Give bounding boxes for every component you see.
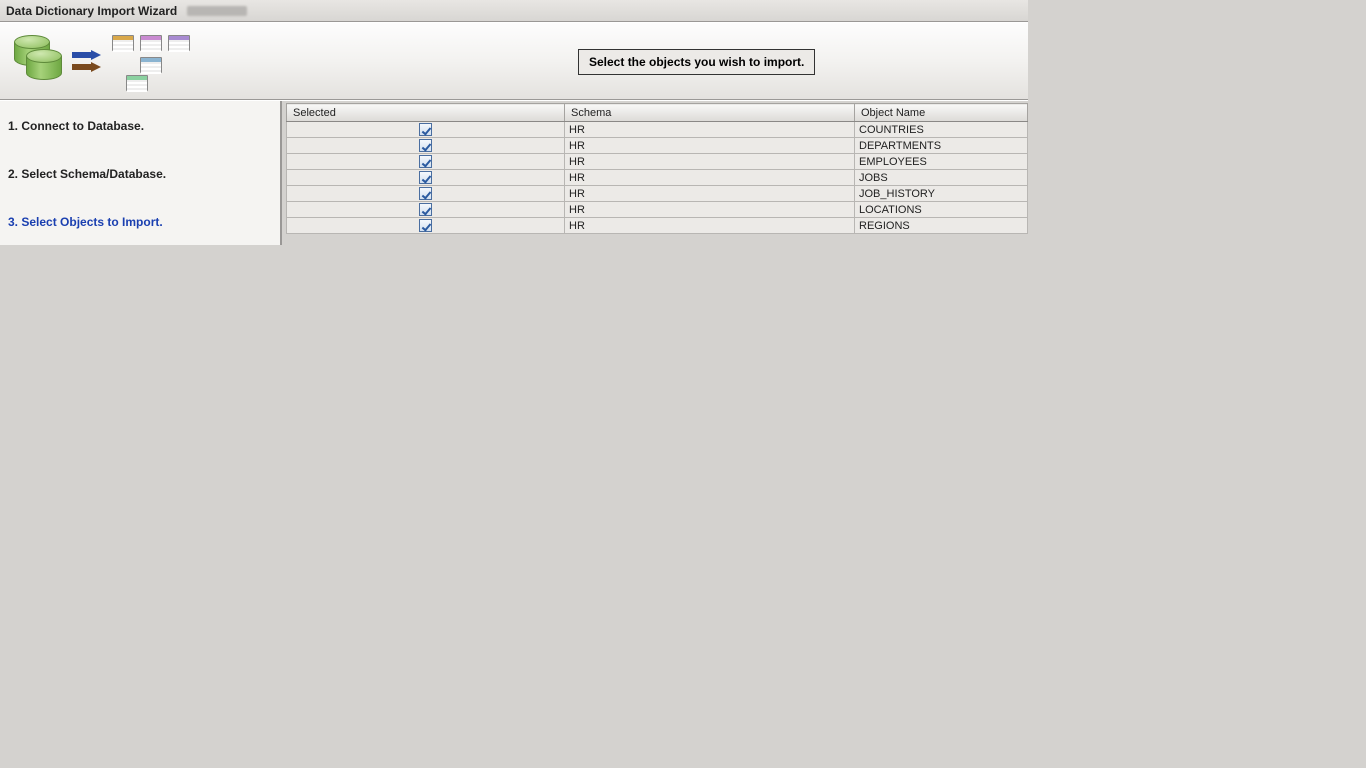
window-title: Data Dictionary Import Wizard <box>6 4 177 18</box>
col-header-schema[interactable]: Schema <box>565 104 855 122</box>
checkbox[interactable] <box>419 139 432 152</box>
titlebar-blur <box>187 6 247 16</box>
checkbox[interactable] <box>419 123 432 136</box>
col-header-object-name[interactable]: Object Name <box>855 104 1028 122</box>
cell-object-name: JOBS <box>855 170 1028 186</box>
table-header-row: Selected Schema Object Name <box>287 104 1028 122</box>
instruction-text: Select the objects you wish to import. <box>578 49 815 75</box>
cell-object-name: DEPARTMENTS <box>855 138 1028 154</box>
cell-object-name: REGIONS <box>855 218 1028 234</box>
table-row[interactable]: HRJOB_HISTORY <box>287 186 1028 202</box>
cell-schema: HR <box>565 218 855 234</box>
cell-object-name: COUNTRIES <box>855 122 1028 138</box>
cell-schema: HR <box>565 170 855 186</box>
cell-schema: HR <box>565 138 855 154</box>
objects-table: Selected Schema Object Name HRCOUNTRIESH… <box>286 103 1028 234</box>
cell-selected <box>287 122 565 138</box>
table-row[interactable]: HRCOUNTRIES <box>287 122 1028 138</box>
header-graphic <box>0 35 190 87</box>
checkbox[interactable] <box>419 171 432 184</box>
wizard-window: Data Dictionary Import Wizard Select the… <box>0 0 1028 245</box>
checkbox[interactable] <box>419 187 432 200</box>
titlebar: Data Dictionary Import Wizard <box>0 0 1028 22</box>
cell-schema: HR <box>565 202 855 218</box>
step-select-schema[interactable]: 2. Select Schema/Database. <box>8 167 272 181</box>
header-panel: Select the objects you wish to import. <box>0 22 1028 100</box>
cell-object-name: EMPLOYEES <box>855 154 1028 170</box>
col-header-selected[interactable]: Selected <box>287 104 565 122</box>
cell-selected <box>287 202 565 218</box>
cell-object-name: JOB_HISTORY <box>855 186 1028 202</box>
cell-selected <box>287 186 565 202</box>
main-panel: Selected Schema Object Name HRCOUNTRIESH… <box>282 101 1028 245</box>
cell-selected <box>287 154 565 170</box>
cell-selected <box>287 218 565 234</box>
cell-schema: HR <box>565 122 855 138</box>
cell-object-name: LOCATIONS <box>855 202 1028 218</box>
table-row[interactable]: HREMPLOYEES <box>287 154 1028 170</box>
checkbox[interactable] <box>419 203 432 216</box>
checkbox[interactable] <box>419 219 432 232</box>
checkbox[interactable] <box>419 155 432 168</box>
table-row[interactable]: HRJOBS <box>287 170 1028 186</box>
cell-schema: HR <box>565 186 855 202</box>
arrow-icon <box>72 50 102 72</box>
database-icon <box>14 35 64 87</box>
content-row: 1. Connect to Database. 2. Select Schema… <box>0 100 1028 245</box>
table-row[interactable]: HRDEPARTMENTS <box>287 138 1028 154</box>
wizard-steps-sidebar: 1. Connect to Database. 2. Select Schema… <box>0 101 282 245</box>
cell-schema: HR <box>565 154 855 170</box>
cell-selected <box>287 170 565 186</box>
table-row[interactable]: HRREGIONS <box>287 218 1028 234</box>
cell-selected <box>287 138 565 154</box>
step-connect-database[interactable]: 1. Connect to Database. <box>8 119 272 133</box>
diagram-icon <box>110 35 190 87</box>
step-select-objects[interactable]: 3. Select Objects to Import. <box>8 215 272 229</box>
table-row[interactable]: HRLOCATIONS <box>287 202 1028 218</box>
